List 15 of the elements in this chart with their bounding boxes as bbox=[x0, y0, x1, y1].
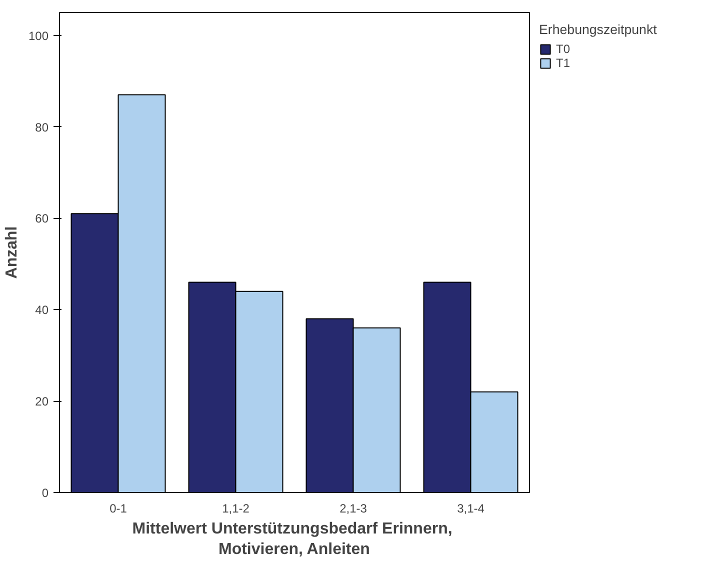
y-tick-label: 20 bbox=[35, 394, 49, 409]
legend-label: T0 bbox=[556, 42, 572, 56]
y-axis-title: Anzahl bbox=[3, 226, 20, 279]
x-tick-label: 1,1-2 bbox=[222, 502, 250, 516]
y-tick-label: 40 bbox=[35, 303, 49, 318]
y-tick-label: 80 bbox=[35, 120, 49, 134]
x-tick-label: 2,1-3 bbox=[340, 502, 368, 516]
legend-title: Erhebungszeitpunkt bbox=[539, 22, 657, 37]
y-tick-label: 100 bbox=[28, 28, 49, 43]
x-tick-label: 0-1 bbox=[110, 502, 128, 516]
legend-label: T1 bbox=[556, 56, 572, 70]
x-axis-title: Mittelwert Unterstützungsbedarf Erinnern, Motivieren, Anleiten bbox=[132, 520, 452, 558]
x-tick-label: 3,1-4 bbox=[457, 502, 485, 516]
y-tick-label: 60 bbox=[35, 212, 49, 226]
y-tick-label: 0 bbox=[42, 486, 49, 500]
